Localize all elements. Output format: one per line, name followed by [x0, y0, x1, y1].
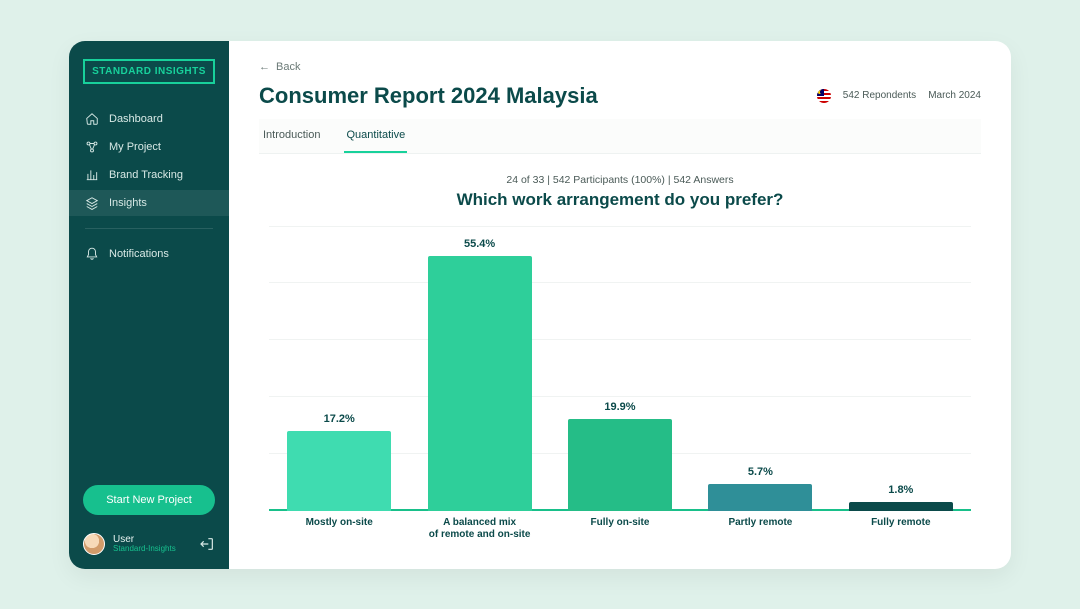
bar-category-label: A balanced mixof remote and on-site [409, 511, 549, 545]
chart-icon [85, 168, 99, 182]
user-text: User Standard-Insights [113, 534, 176, 554]
header-row: Consumer Report 2024 Malaysia 542 Repond… [259, 83, 981, 109]
sidebar: STANDARD INSIGHTS Dashboard My Project B… [69, 41, 229, 569]
bar[interactable] [708, 484, 812, 510]
sidebar-item-label: Notifications [109, 248, 169, 260]
bar-column: 5.7% Partly remote [690, 226, 830, 545]
avatar[interactable] [83, 533, 105, 555]
sidebar-item-notifications[interactable]: Notifications [69, 241, 229, 267]
tabs: Introduction Quantitative [259, 119, 981, 154]
bar-column: 1.8% Fully remote [831, 226, 971, 545]
bar-value-label: 5.7% [748, 466, 773, 478]
chart-card: 24 of 33 | 542 Participants (100%) | 542… [259, 174, 981, 545]
app-window: STANDARD INSIGHTS Dashboard My Project B… [69, 41, 1011, 569]
tab-quantitative[interactable]: Quantitative [344, 119, 407, 153]
sidebar-item-label: Insights [109, 197, 147, 209]
bar-value-label: 1.8% [888, 484, 913, 496]
user-org: Standard-Insights [113, 545, 176, 554]
brand-logo: STANDARD INSIGHTS [83, 59, 215, 84]
sidebar-item-insights[interactable]: Insights [69, 190, 229, 216]
arrow-left-icon: ← [259, 61, 270, 73]
sidebar-item-label: Dashboard [109, 113, 163, 125]
nav-separator [85, 228, 213, 229]
bar[interactable] [428, 256, 532, 511]
bar-category-label: Fully on-site [550, 511, 690, 545]
bar-category-label: Mostly on-site [269, 511, 409, 545]
sidebar-item-brandtracking[interactable]: Brand Tracking [69, 162, 229, 188]
tab-introduction[interactable]: Introduction [261, 119, 322, 153]
bar-category-label: Fully remote [831, 511, 971, 545]
report-meta: 542 Repondents March 2024 [817, 89, 981, 103]
bell-icon [85, 247, 99, 261]
bar-column: 19.9% Fully on-site [550, 226, 690, 545]
project-icon [85, 140, 99, 154]
bar[interactable] [287, 431, 391, 510]
chart-question: Which work arrangement do you prefer? [457, 190, 784, 210]
bar-value-label: 19.9% [604, 401, 635, 413]
report-date: March 2024 [928, 90, 981, 101]
bar-value-label: 55.4% [464, 238, 495, 250]
chart-subtext: 24 of 33 | 542 Participants (100%) | 542… [506, 174, 733, 186]
malaysia-flag-icon [817, 89, 831, 103]
main-panel: ← Back Consumer Report 2024 Malaysia 542… [229, 41, 1011, 569]
layers-icon [85, 196, 99, 210]
user-name: User [113, 534, 176, 545]
sidebar-item-dashboard[interactable]: Dashboard [69, 106, 229, 132]
bar-category-label: Partly remote [690, 511, 830, 545]
start-new-project-button[interactable]: Start New Project [83, 485, 215, 515]
user-row: User Standard-Insights [69, 533, 229, 555]
sidebar-nav: Dashboard My Project Brand Tracking Insi… [69, 106, 229, 267]
sidebar-item-label: Brand Tracking [109, 169, 183, 181]
bar-value-label: 17.2% [324, 413, 355, 425]
respondents-count: 542 Repondents [843, 90, 916, 101]
bar-column: 55.4% A balanced mixof remote and on-site [409, 226, 549, 545]
logout-icon[interactable] [199, 536, 215, 552]
sidebar-item-label: My Project [109, 141, 161, 153]
page-title: Consumer Report 2024 Malaysia [259, 83, 598, 109]
sidebar-item-myproject[interactable]: My Project [69, 134, 229, 160]
bar-chart: 17.2% Mostly on-site 55.4% A balanced mixof… [259, 226, 981, 545]
bar[interactable] [849, 502, 953, 510]
back-button[interactable]: ← Back [259, 61, 319, 73]
bar[interactable] [568, 419, 672, 510]
home-icon [85, 112, 99, 126]
back-label: Back [276, 61, 300, 73]
bar-column: 17.2% Mostly on-site [269, 226, 409, 545]
